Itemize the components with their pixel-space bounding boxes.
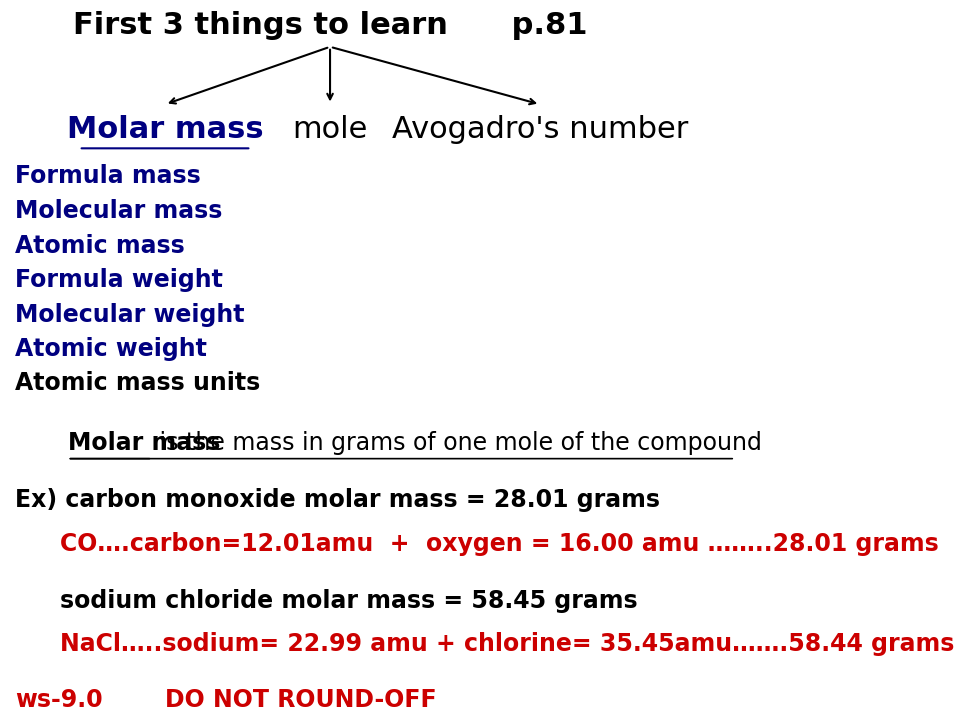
- Text: Formula weight: Formula weight: [15, 268, 223, 292]
- Text: Ex) carbon monoxide molar mass = 28.01 grams: Ex) carbon monoxide molar mass = 28.01 g…: [15, 488, 660, 513]
- Text: Formula mass: Formula mass: [15, 164, 201, 189]
- Text: First 3 things to learn      p.81: First 3 things to learn p.81: [73, 11, 588, 40]
- Text: Molar mass: Molar mass: [66, 115, 263, 144]
- Text: Molecular weight: Molecular weight: [15, 302, 245, 327]
- Text: Molar mass: Molar mass: [67, 431, 220, 455]
- Text: DO NOT ROUND-OFF: DO NOT ROUND-OFF: [165, 688, 437, 712]
- Text: Atomic mass: Atomic mass: [15, 233, 184, 258]
- Text: is the mass in grams of one mole of the compound: is the mass in grams of one mole of the …: [153, 431, 762, 455]
- Text: Molecular mass: Molecular mass: [15, 199, 223, 223]
- Text: Atomic mass units: Atomic mass units: [15, 371, 260, 395]
- Text: CO….carbon=12.01amu  +  oxygen = 16.00 amu ……..28.01 grams: CO….carbon=12.01amu + oxygen = 16.00 amu…: [60, 531, 939, 556]
- Text: sodium chloride molar mass = 58.45 grams: sodium chloride molar mass = 58.45 grams: [60, 589, 637, 613]
- Text: Avogadro's number: Avogadro's number: [392, 115, 688, 144]
- Text: ws-9.0: ws-9.0: [15, 688, 103, 712]
- Text: mole: mole: [293, 115, 368, 144]
- Text: NaCl…..sodium= 22.99 amu + chlorine= 35.45amu…….58.44 grams: NaCl…..sodium= 22.99 amu + chlorine= 35.…: [60, 632, 954, 657]
- Text: Atomic weight: Atomic weight: [15, 337, 206, 361]
